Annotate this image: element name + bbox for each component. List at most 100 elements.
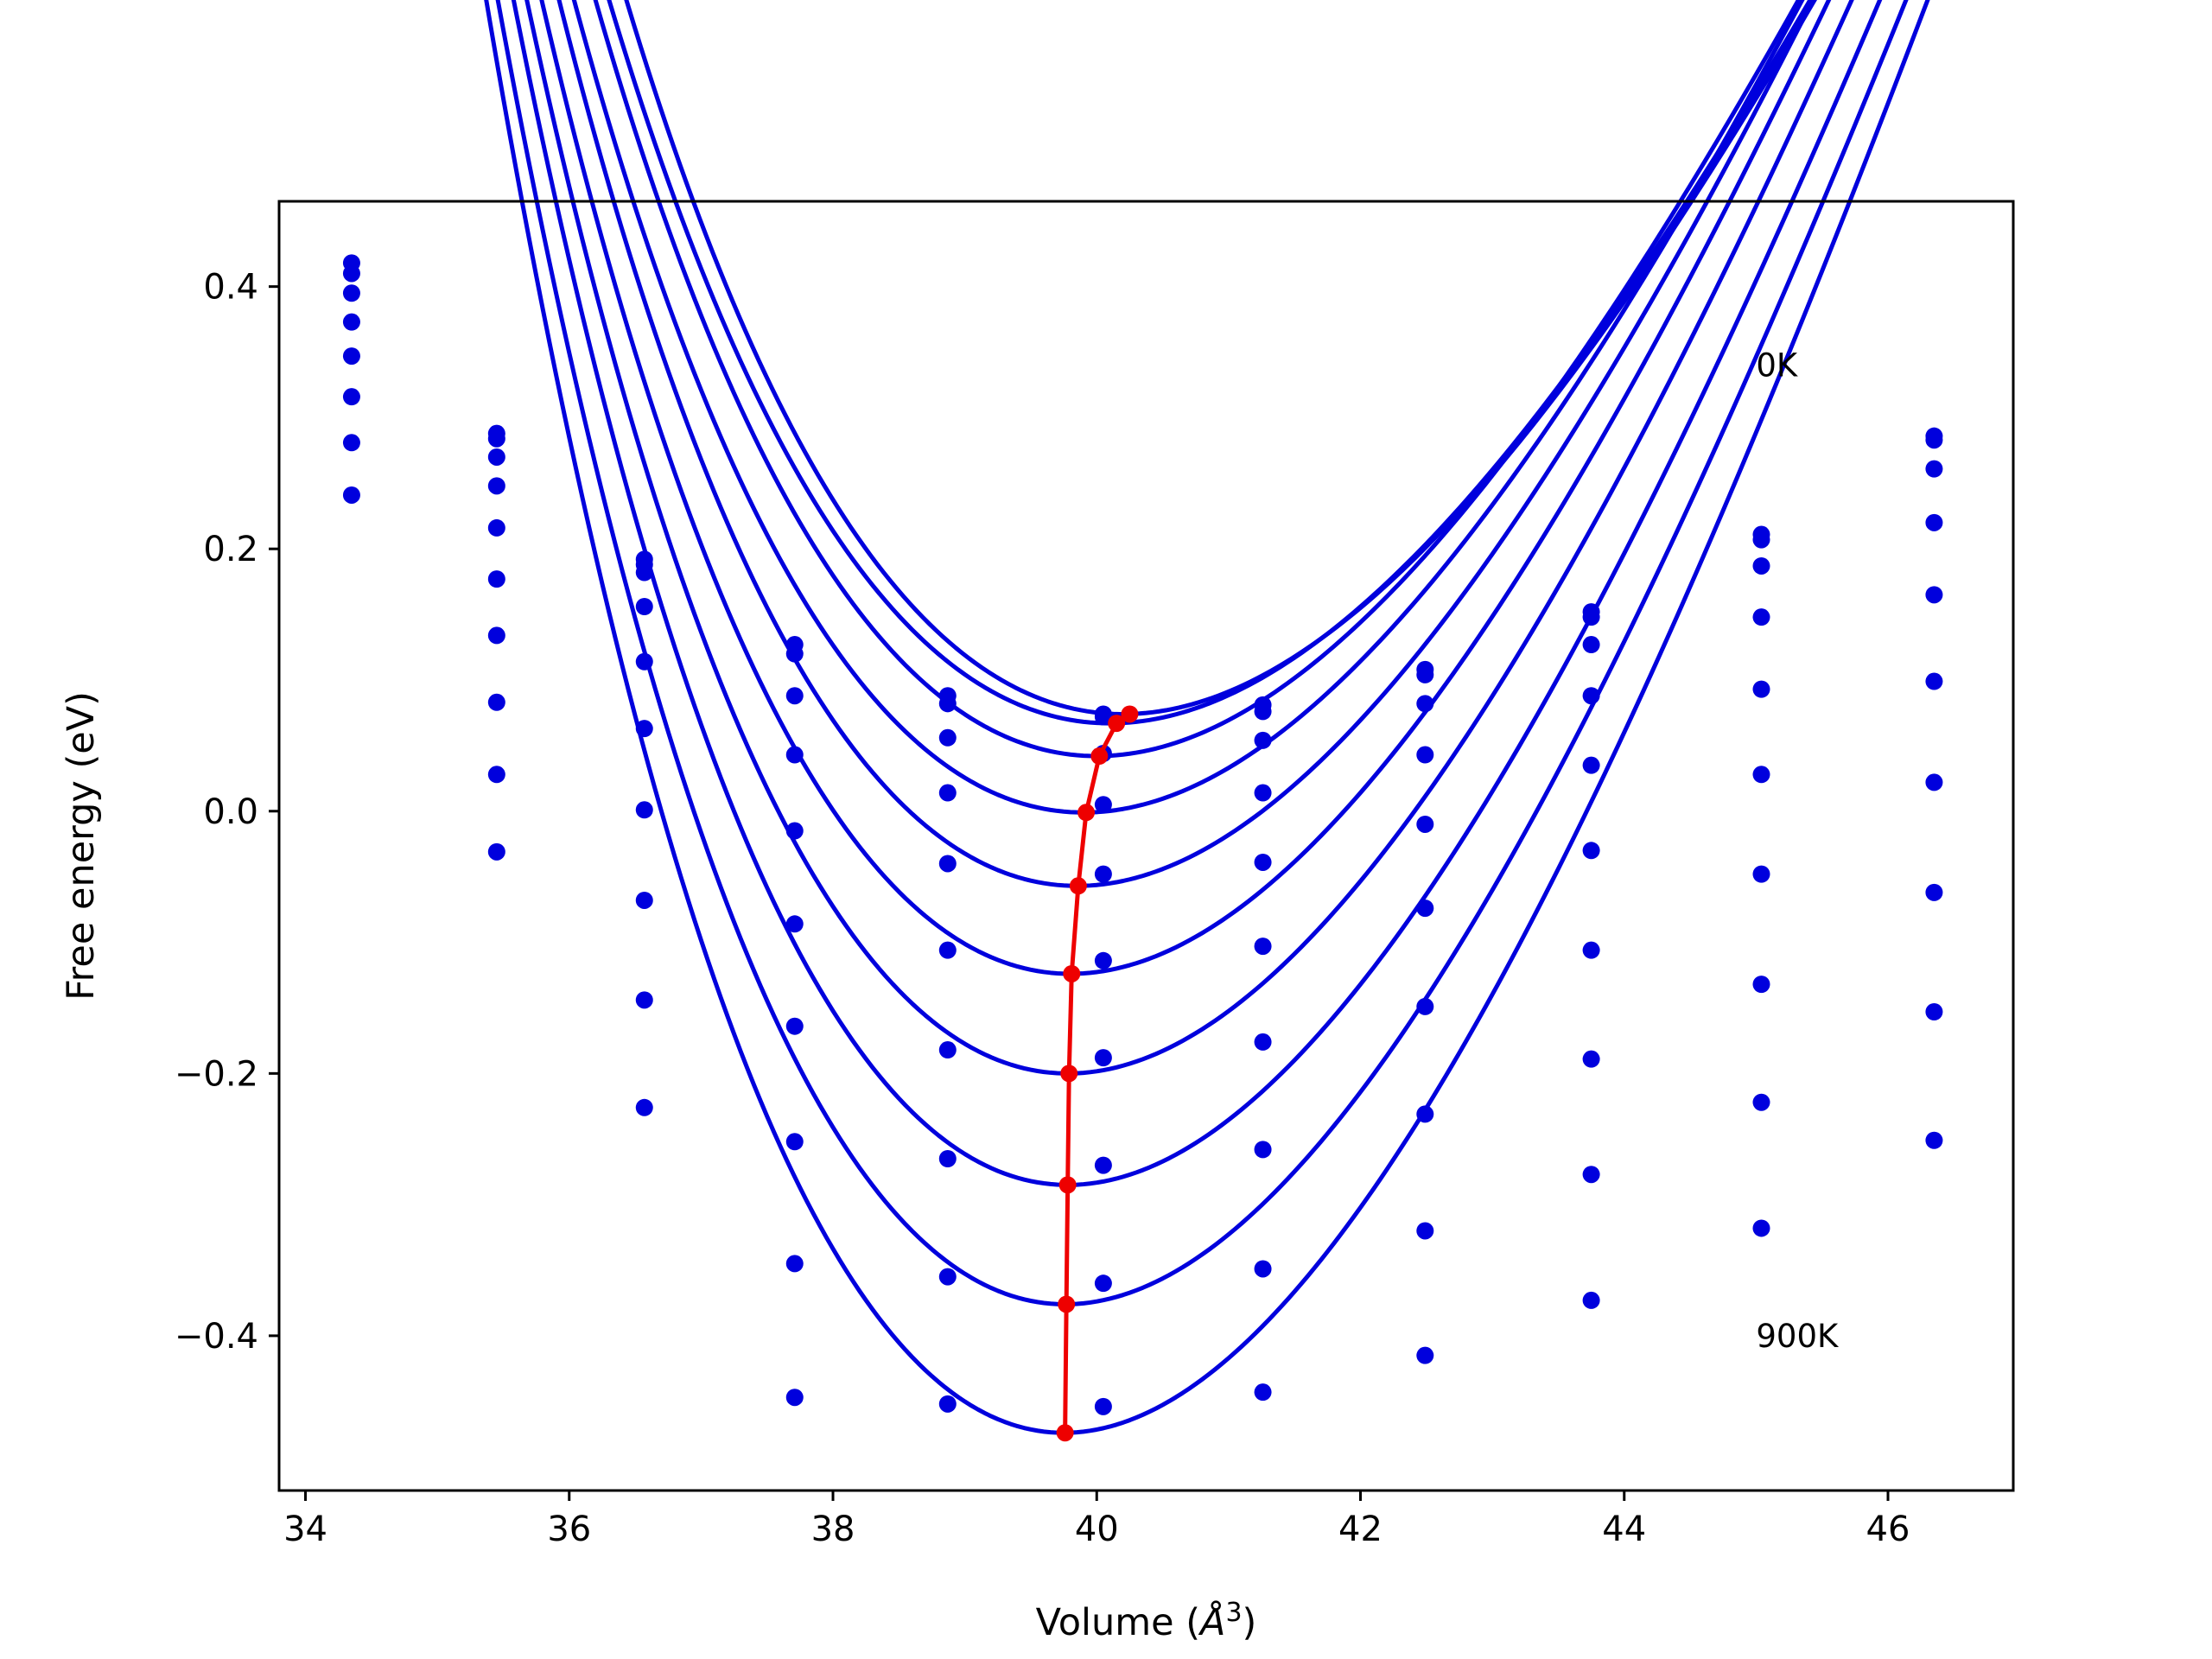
minimum-point: [1069, 877, 1087, 895]
data-point: [487, 570, 505, 588]
data-point: [487, 842, 505, 861]
x-tick-label: 34: [283, 1510, 327, 1549]
data-point: [342, 313, 360, 331]
data-point: [1094, 1397, 1112, 1415]
data-point: [487, 626, 505, 645]
fit-curve-9: [495, 0, 1909, 1306]
data-point: [635, 891, 653, 909]
data-point: [342, 284, 360, 302]
data-point: [1094, 1274, 1112, 1293]
data-point: [1416, 1105, 1434, 1123]
data-point: [1416, 746, 1434, 764]
data-point: [1752, 556, 1770, 575]
annotation-0k: 0K: [1756, 347, 1799, 385]
data-point: [1416, 665, 1434, 683]
minimum-point: [1077, 804, 1096, 822]
data-point: [938, 695, 957, 713]
data-point: [342, 264, 360, 283]
data-point: [1582, 1291, 1600, 1309]
data-point: [1582, 1050, 1600, 1068]
x-tick-label: 42: [1338, 1510, 1382, 1549]
data-point: [1094, 796, 1112, 814]
data-point: [785, 1389, 804, 1407]
data-point: [785, 822, 804, 840]
data-point: [1925, 460, 1943, 478]
data-point: [1416, 1222, 1434, 1240]
y-tick-label: 0.2: [203, 530, 258, 569]
x-axis-label-exponent: 3: [1225, 1598, 1242, 1628]
data-point: [342, 347, 360, 365]
minimum-point: [1108, 715, 1126, 733]
data-point: [938, 1395, 957, 1413]
fit-curve-4: [571, 0, 1805, 815]
y-tick-label: 0.0: [203, 792, 258, 832]
data-point: [635, 1098, 653, 1116]
y-tick-label: 0.4: [203, 268, 258, 308]
fit-curve-6: [539, 0, 1832, 976]
x-tick-label: 44: [1602, 1510, 1646, 1549]
data-point: [785, 687, 804, 705]
data-point: [938, 1268, 957, 1286]
minimum-point: [1056, 1424, 1074, 1442]
data-point: [635, 720, 653, 738]
data-point: [1582, 756, 1600, 774]
fit-curve-7: [524, 0, 1854, 1076]
data-point: [938, 1149, 957, 1167]
fit-curve-8: [511, 0, 1883, 1187]
data-point: [1582, 1166, 1600, 1184]
data-point: [1254, 784, 1272, 802]
data-point: [635, 991, 653, 1009]
fit-curve-5: [556, 0, 1815, 888]
fit-curve-3: [593, 0, 1802, 759]
data-point: [1752, 976, 1770, 994]
data-points: [342, 254, 1943, 1415]
data-point: [1254, 1383, 1272, 1402]
data-point: [1752, 1219, 1770, 1237]
x-tick-label: 40: [1075, 1510, 1119, 1549]
data-point: [785, 1255, 804, 1273]
data-point: [1254, 1033, 1272, 1051]
data-point: [1925, 1003, 1943, 1021]
data-point: [1254, 1141, 1272, 1159]
fit-curves: [484, 0, 1930, 1435]
data-point: [1254, 702, 1272, 721]
minimum-point: [1063, 964, 1081, 982]
data-point: [938, 941, 957, 959]
data-point: [1254, 853, 1272, 871]
plot-frame: [277, 200, 2015, 1492]
x-axis-label-text: Volume (: [1036, 1601, 1200, 1644]
data-point: [487, 429, 505, 448]
data-point: [1416, 997, 1434, 1015]
data-point: [938, 1041, 957, 1059]
y-axis-label: Free energy (eV): [60, 691, 103, 1001]
data-point: [938, 855, 957, 873]
data-point: [1094, 951, 1112, 969]
data-point: [1752, 865, 1770, 883]
data-point: [342, 388, 360, 406]
data-point: [1582, 842, 1600, 860]
minimum-point: [1090, 747, 1109, 766]
data-point: [1416, 1346, 1434, 1364]
data-point: [1752, 680, 1770, 698]
data-point: [635, 652, 653, 671]
data-point: [785, 645, 804, 663]
data-point: [1582, 687, 1600, 705]
data-point: [487, 518, 505, 537]
data-point: [1094, 1049, 1112, 1067]
x-tick-label: 46: [1866, 1510, 1910, 1549]
minima-line: [1056, 705, 1139, 1442]
minimum-point: [1121, 705, 1139, 723]
data-point: [785, 1017, 804, 1035]
data-point: [1254, 1260, 1272, 1278]
data-point: [342, 486, 360, 504]
data-point: [1752, 766, 1770, 784]
data-point: [1582, 941, 1600, 959]
x-axis-label-unit: Å: [1198, 1600, 1225, 1644]
x-tick-label: 36: [547, 1510, 591, 1549]
minimum-point: [1058, 1295, 1076, 1313]
minimum-point: [1058, 1176, 1077, 1194]
data-point: [342, 434, 360, 452]
data-point: [938, 784, 957, 802]
data-point: [785, 746, 804, 764]
